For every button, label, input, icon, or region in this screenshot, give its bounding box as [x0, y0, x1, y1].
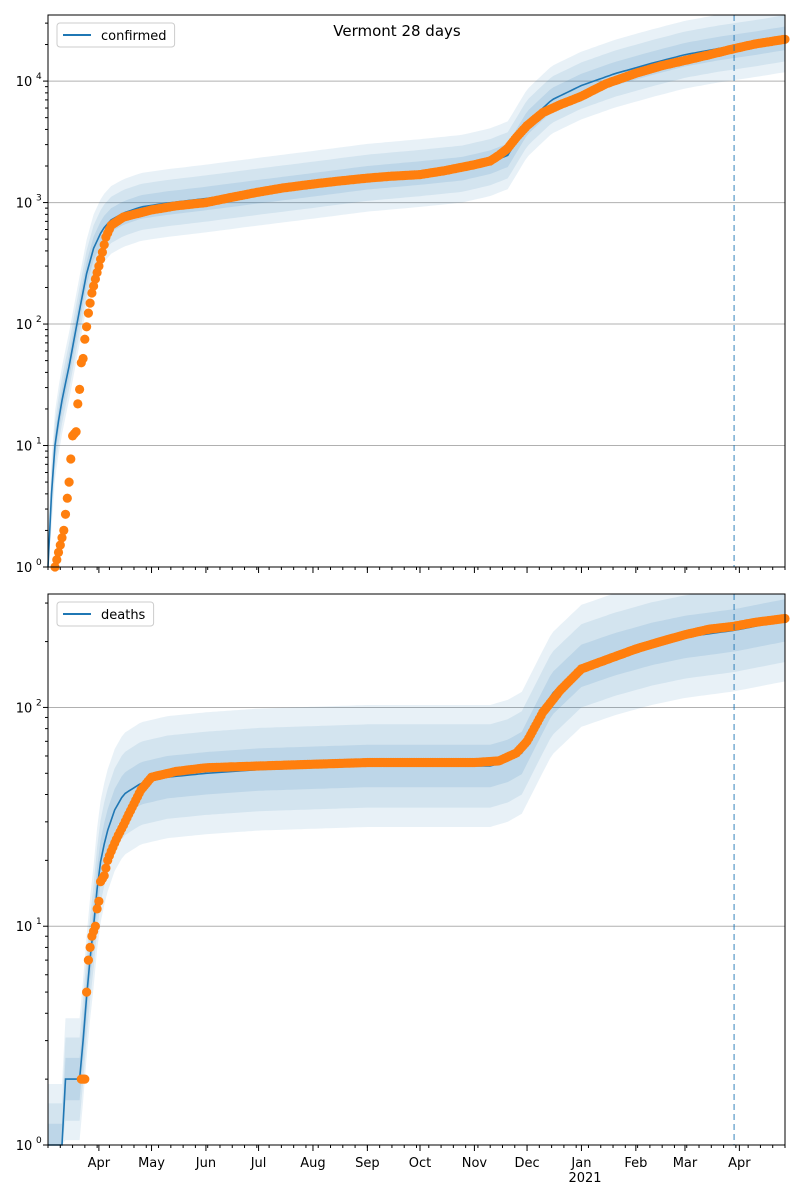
observed-point [83, 955, 93, 965]
legend-box [56, 22, 176, 48]
confirmed-legend: confirmed [56, 22, 176, 48]
y-tick-label: 10 [16, 197, 33, 212]
observed-point [92, 904, 102, 914]
observed-point [99, 240, 109, 250]
x-tick-label: Oct [409, 1156, 431, 1171]
observed-point [101, 863, 111, 873]
y-tick-label: 10 [16, 561, 33, 576]
observed-point [90, 921, 100, 931]
band-outer [48, 594, 785, 1145]
x-tick-label: Sep [355, 1156, 380, 1171]
observed-point [99, 871, 109, 881]
observed-point [96, 254, 106, 264]
observed-point [78, 353, 88, 364]
observed-point [55, 540, 65, 550]
y-tick-label: 10 [16, 318, 33, 333]
legend-box [56, 601, 155, 627]
y-tick-label: 10 [16, 1139, 33, 1154]
observed-point [52, 555, 62, 565]
observed-point [83, 308, 93, 318]
x-tick-label: May [138, 1156, 165, 1171]
observed-point [73, 399, 83, 409]
y-tick-exponent: 2 [36, 315, 42, 325]
x-tick-label: Aug [300, 1156, 325, 1171]
observed-point [89, 281, 99, 291]
y-tick-label: 10 [16, 440, 33, 455]
observed-point [53, 547, 64, 558]
observed-point [94, 261, 104, 271]
legend-entry: deaths [101, 608, 146, 623]
y-tick-label: 10 [16, 75, 33, 90]
y-tick-label: 10 [16, 701, 33, 716]
deaths-observed-points [76, 613, 790, 1084]
observed-point [82, 987, 92, 997]
y-tick-exponent: 0 [36, 1136, 42, 1146]
deaths-uncertainty-bands [48, 594, 785, 1145]
x-tick-label: Mar [673, 1156, 698, 1171]
y-tick-exponent: 2 [36, 698, 42, 708]
x-tick-label: Nov [462, 1156, 488, 1171]
observed-point [62, 493, 72, 503]
band-inner [48, 599, 785, 1145]
x-tick-labels: Apr May Jun Jul Aug Sep Oct Nov Dec Jan Feb Mar Apr [88, 1156, 752, 1171]
x-axis-year-label: 2021 [568, 1171, 601, 1186]
y-tick-exponent: 1 [36, 917, 42, 927]
observed-point [85, 942, 95, 953]
y-tick-exponent: 0 [36, 558, 42, 568]
x-tick-label: Feb [624, 1156, 647, 1171]
x-tick-label: Jul [250, 1156, 267, 1171]
x-tick-label: Jun [195, 1156, 216, 1171]
observed-point [94, 896, 104, 906]
observed-point [85, 298, 95, 308]
band-outer [48, 15, 785, 567]
observed-point [71, 427, 81, 437]
observed-point [66, 454, 76, 464]
observed-point [59, 525, 69, 536]
figure-title: Vermont 28 days [333, 22, 461, 40]
y-tick-exponent: 1 [36, 437, 42, 447]
observed-point [97, 247, 107, 257]
band-middle [48, 15, 785, 567]
deaths-legend: deaths [56, 601, 155, 627]
observed-point [82, 322, 92, 332]
band-middle [48, 594, 785, 1145]
y-tick-exponent: 3 [36, 194, 42, 204]
observed-point [64, 477, 74, 487]
observed-point [80, 1074, 90, 1084]
x-tick-label: Apr [88, 1156, 111, 1171]
observed-point [87, 288, 97, 298]
legend-entry: confirmed [101, 29, 167, 44]
observed-point [60, 509, 71, 519]
confirmed-uncertainty-bands [48, 15, 785, 567]
observed-point [57, 533, 67, 543]
y-tick-label: 10 [16, 920, 33, 935]
y-tick-exponent: 4 [36, 72, 42, 82]
observed-point [75, 384, 85, 394]
observed-point [80, 334, 90, 344]
x-tick-label: Jan [570, 1156, 591, 1171]
confirmed-observed-points [50, 34, 790, 572]
x-tick-label: Apr [728, 1156, 751, 1171]
x-tick-label: Dec [514, 1156, 539, 1171]
deaths-gridlines [48, 706, 785, 927]
